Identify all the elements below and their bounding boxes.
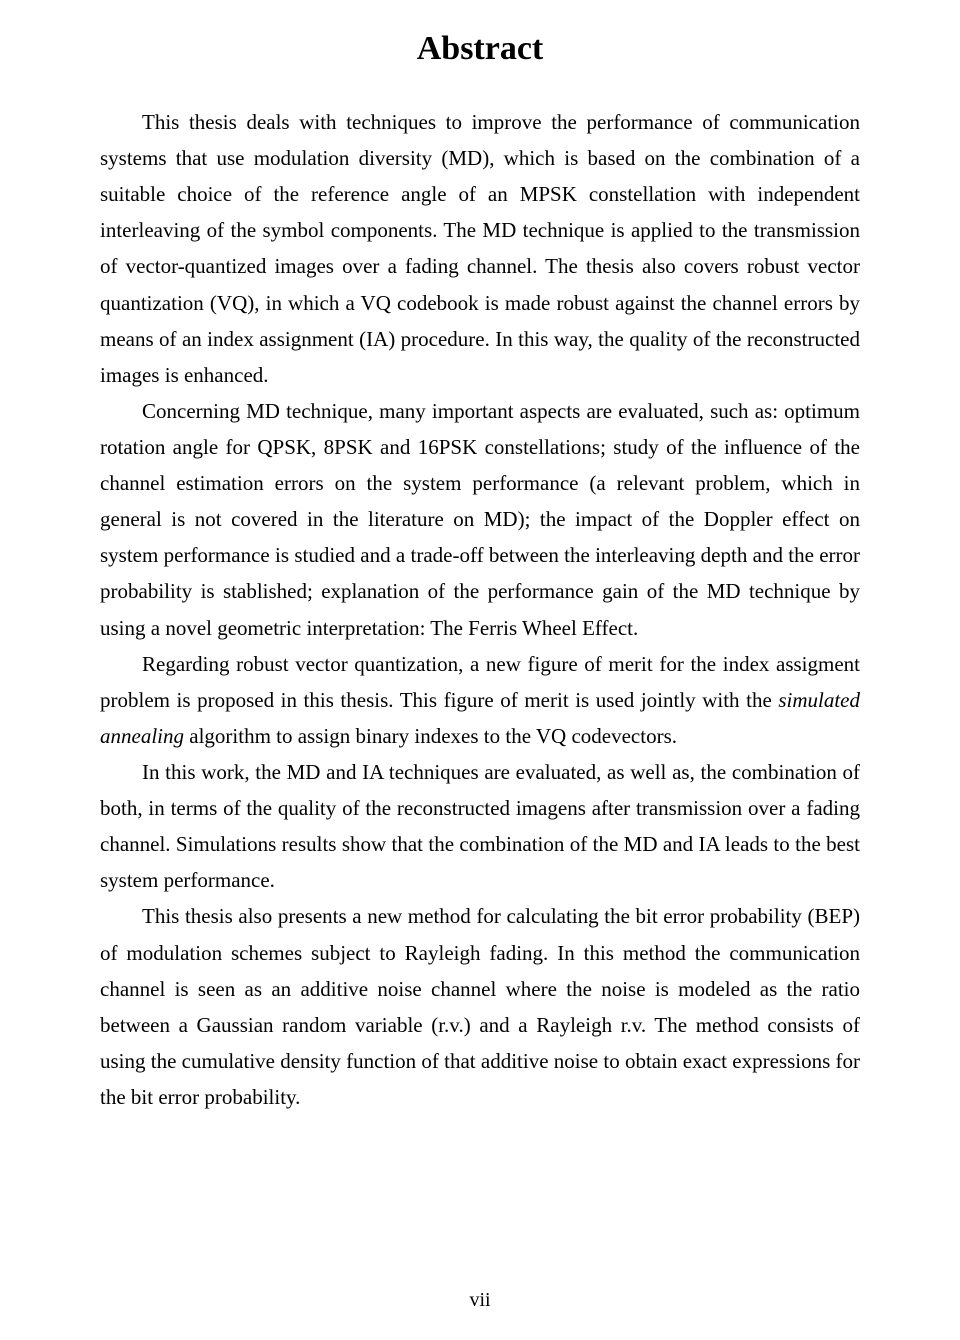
abstract-title: Abstract — [100, 30, 860, 68]
paragraph-2: Concerning MD technique, many important … — [100, 393, 860, 646]
p3-part-b: algorithm to assign binary indexes to th… — [184, 724, 677, 748]
p3-part-a: Regarding robust vector quantization, a … — [100, 652, 860, 712]
page: Abstract This thesis deals with techniqu… — [0, 0, 960, 1340]
paragraph-4: In this work, the MD and IA techniques a… — [100, 754, 860, 898]
paragraph-5: This thesis also presents a new method f… — [100, 898, 860, 1115]
paragraph-1: This thesis deals with techniques to imp… — [100, 104, 860, 393]
paragraph-3: Regarding robust vector quantization, a … — [100, 646, 860, 754]
page-number: vii — [0, 1289, 960, 1312]
